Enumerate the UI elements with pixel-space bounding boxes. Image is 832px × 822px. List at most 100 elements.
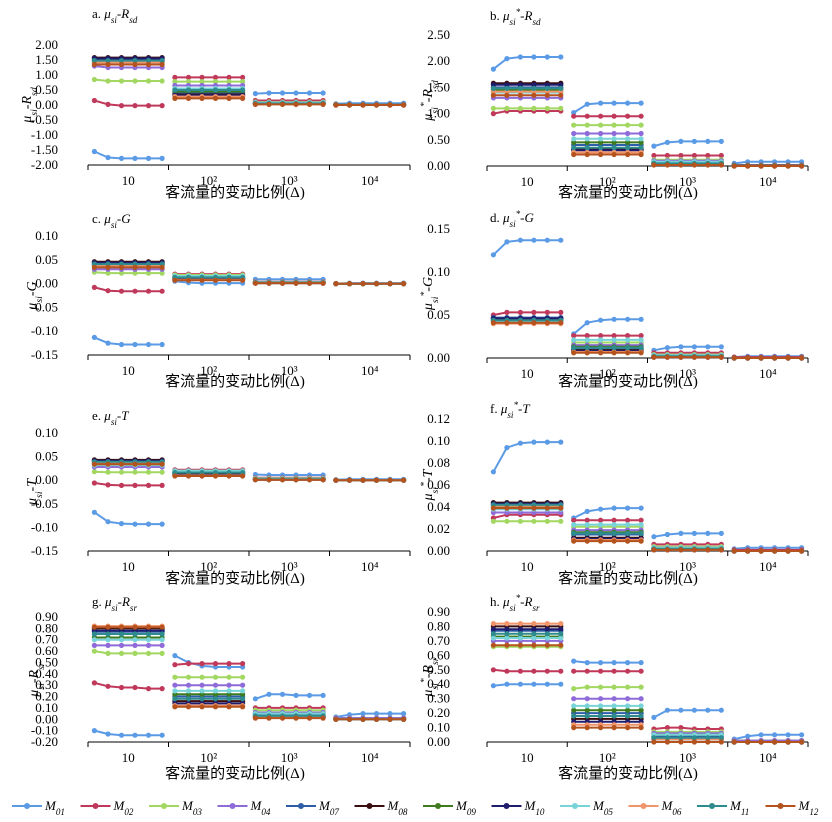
data-point-M02 (240, 661, 246, 667)
data-point-M02 (517, 668, 524, 674)
data-point-M10 (517, 626, 524, 632)
data-point-M12 (571, 538, 577, 544)
data-point-M01 (91, 509, 97, 515)
x-group-label: 10 (521, 174, 534, 189)
data-point-M02 (105, 101, 111, 107)
data-point-M06 (504, 621, 510, 627)
panel-title: b. μsi*-Rsd (490, 7, 541, 27)
data-point-M12 (772, 355, 778, 361)
data-point-M01 (745, 733, 751, 739)
data-point-M12 (705, 547, 711, 553)
data-point-M02 (91, 284, 97, 290)
y-axis-label: μsi*-G (419, 277, 441, 311)
y-axis-label: μsi*-Rsr (419, 657, 441, 698)
series-line-M01 (653, 532, 722, 538)
data-point-M03 (584, 684, 590, 690)
data-point-M11 (226, 696, 232, 702)
data-point-M02 (705, 152, 711, 159)
data-point-M03 (185, 79, 192, 85)
data-point-M02 (584, 333, 590, 339)
y-tick-label: 0.10 (35, 425, 58, 440)
data-point-M12 (279, 101, 286, 107)
x-group-label: 10³ (281, 559, 298, 574)
y-tick-label: 2.00 (427, 53, 450, 68)
data-point-M01 (651, 143, 657, 149)
x-group-label: 10³ (679, 174, 696, 189)
data-point-M01 (705, 138, 711, 144)
data-point-M05 (611, 703, 617, 709)
data-point-M03 (159, 78, 165, 84)
y-tick-label: -0.05 (31, 496, 58, 511)
panel-title: f. μsi*-T (490, 400, 530, 420)
data-point-M02 (558, 309, 564, 315)
data-point-M12 (678, 162, 684, 168)
data-point-M01 (490, 683, 496, 689)
data-point-M01 (664, 531, 671, 538)
data-point-M04 (185, 682, 192, 688)
data-point-M12 (91, 264, 97, 270)
data-point-M02 (212, 74, 219, 80)
data-point-M01 (118, 521, 125, 527)
legend-label: M11 (729, 798, 749, 817)
data-point-M03 (558, 518, 564, 524)
data-point-M01 (504, 445, 510, 451)
series-line-M01 (335, 712, 404, 718)
data-point-M11 (105, 58, 111, 64)
data-point-M12 (306, 101, 313, 107)
data-point-M03 (226, 674, 232, 680)
data-point-M11 (199, 87, 205, 93)
y-tick-label: -0.20 (31, 734, 58, 749)
data-point-M03 (212, 674, 219, 680)
data-point-M01 (638, 100, 644, 106)
data-point-M02 (651, 152, 657, 159)
data-point-M01 (678, 707, 684, 713)
data-point-M02 (132, 482, 138, 488)
data-point-M10 (531, 626, 537, 632)
data-point-M12 (598, 151, 604, 158)
panel-title: e. μsi-T (92, 408, 129, 427)
data-point-M02 (226, 661, 232, 667)
y-tick-label: 1.00 (427, 106, 450, 121)
y-tick-label: 0.20 (35, 689, 58, 704)
data-point-M02 (558, 668, 564, 674)
data-point-M01 (252, 91, 258, 97)
data-point-M04 (91, 642, 97, 649)
x-group-label: 10² (200, 363, 217, 378)
data-point-M01 (799, 732, 805, 738)
panel-letter: f. (490, 401, 501, 416)
data-point-M02 (638, 113, 644, 119)
data-point-M01 (758, 732, 764, 738)
data-point-M09 (611, 139, 617, 145)
data-point-M04 (611, 696, 617, 702)
data-point-M12 (785, 739, 791, 745)
series-line-M01 (573, 660, 642, 664)
panel-letter: b. (490, 8, 503, 23)
data-point-M02 (199, 661, 205, 667)
data-point-M04 (145, 642, 152, 649)
data-point-M01 (490, 252, 496, 258)
data-point-M05 (571, 337, 577, 343)
data-point-M05 (105, 637, 111, 643)
data-point-M11 (159, 631, 165, 637)
data-point-M02 (571, 668, 577, 674)
x-group-label: 10 (521, 559, 534, 574)
data-point-M02 (625, 333, 631, 339)
data-point-M01 (517, 54, 524, 60)
data-point-M12 (504, 320, 510, 326)
data-point-M01 (571, 658, 577, 664)
data-point-M11 (625, 345, 631, 351)
data-point-M11 (638, 713, 644, 719)
data-point-M09 (611, 707, 617, 713)
data-point-M05 (625, 703, 631, 709)
data-point-M11 (185, 87, 192, 93)
data-point-M09 (584, 707, 590, 713)
data-point-M12 (571, 350, 577, 356)
data-point-M01 (558, 681, 564, 687)
data-point-M05 (611, 522, 617, 528)
data-point-M04 (638, 130, 644, 137)
y-tick-label: 0.50 (427, 132, 450, 147)
data-point-M12 (504, 642, 510, 648)
data-point-M12 (678, 354, 684, 360)
data-point-M03 (118, 469, 125, 475)
